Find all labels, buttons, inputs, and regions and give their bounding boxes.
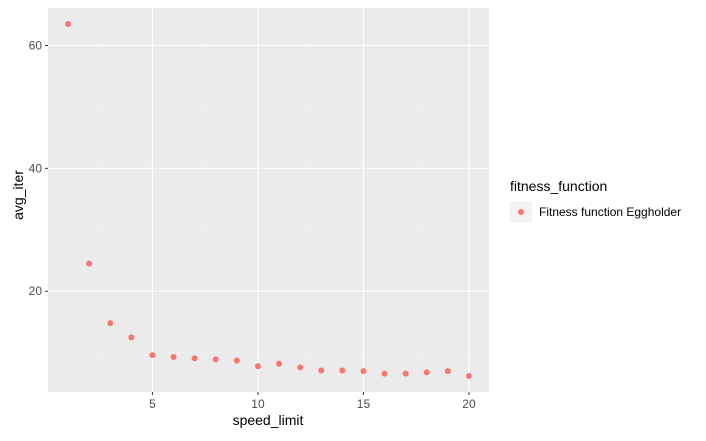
legend-label: Fitness function Eggholder	[539, 205, 681, 219]
y-tick-label: 60	[29, 38, 43, 52]
data-point	[318, 367, 325, 374]
data-point	[233, 357, 240, 364]
legend-title: fitness_function	[510, 178, 607, 194]
major-grid	[48, 8, 489, 392]
x-tick-label: 10	[251, 397, 265, 411]
data-point	[149, 352, 156, 359]
data-point	[107, 320, 114, 327]
y-axis-title: avg_iter	[10, 170, 26, 220]
data-point	[254, 363, 261, 370]
data-point	[170, 353, 177, 360]
y-axis: 20 40 60	[29, 38, 48, 298]
data-point	[212, 356, 219, 363]
data-point	[402, 370, 409, 377]
data-point	[423, 369, 430, 376]
data-point	[381, 370, 388, 377]
data-point	[191, 355, 198, 362]
x-tick-label: 15	[357, 397, 371, 411]
data-point	[297, 364, 304, 371]
x-tick-label: 5	[149, 397, 156, 411]
data-point	[65, 20, 72, 27]
x-tick-label: 20	[462, 397, 476, 411]
data-point	[339, 367, 346, 374]
data-point	[465, 373, 472, 380]
legend-key-point	[518, 209, 524, 215]
y-tick-label: 40	[29, 161, 43, 175]
plot-panel	[48, 8, 489, 392]
data-points	[65, 20, 472, 380]
x-axis-title: speed_limit	[233, 412, 304, 428]
x-axis: 5 10 15 20	[149, 392, 476, 411]
data-point	[444, 368, 451, 375]
minor-grid	[48, 8, 489, 392]
legend: fitness_function Fitness function Egghol…	[510, 178, 681, 222]
y-tick-label: 20	[29, 284, 43, 298]
data-point	[86, 260, 93, 267]
data-point	[276, 360, 283, 367]
data-point	[360, 368, 367, 375]
data-point	[128, 334, 135, 341]
